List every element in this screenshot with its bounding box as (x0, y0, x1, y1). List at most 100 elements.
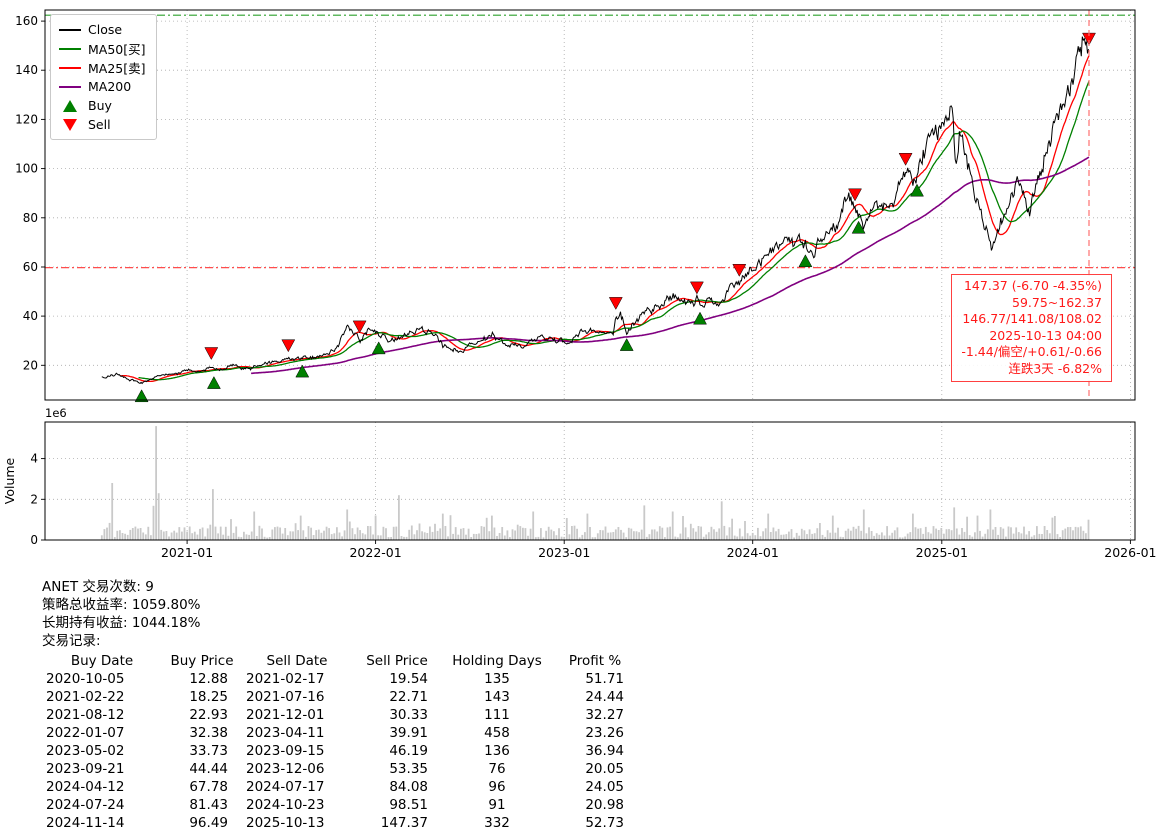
sell-triangle-icon (352, 320, 367, 334)
trade-cell: 2024-10-23 (246, 797, 325, 813)
svg-text:2025-01: 2025-01 (916, 545, 968, 560)
line-swatch-icon (59, 66, 81, 69)
svg-text:60: 60 (23, 260, 38, 274)
trade-cell: 33.73 (189, 743, 228, 759)
trade-cell: 2024-04-12 (46, 779, 125, 795)
annotation-line: 147.37 (-6.70 -4.35%) (963, 278, 1102, 293)
trade-row: 2024-04-12 67.78 2024-07-17 84.08 96 24.05 (42, 778, 638, 796)
line-swatch-icon (59, 28, 81, 31)
trade-row: 2021-08-12 22.93 2021-12-01 30.33 111 32.27 (42, 706, 638, 724)
trade-cell: 39.91 (389, 725, 428, 741)
sell-markers (204, 32, 1096, 361)
trade-cell: 135 (484, 671, 510, 687)
svg-text:2024-01: 2024-01 (727, 545, 779, 560)
column-header: Profit % (568, 653, 622, 669)
trade-cell: 458 (484, 725, 510, 741)
trade-cell: 2021-07-16 (246, 689, 325, 705)
trade-row: 2024-07-24 81.43 2024-10-23 98.51 91 20.98 (42, 796, 638, 814)
legend-item-close: Close (59, 20, 146, 39)
svg-text:80: 80 (23, 211, 38, 225)
trade-cell: 44.44 (189, 761, 228, 777)
trade-cell: 53.35 (389, 761, 428, 777)
trade-row: 2024-11-14 96.49 2025-10-13 147.37 332 52.73 (42, 814, 638, 832)
volume-y-axis: 0 2 4 (30, 452, 45, 547)
trade-cell: 52.73 (585, 815, 624, 831)
column-header: Buy Price (170, 653, 234, 669)
legend-label: MA200 (88, 79, 132, 94)
legend-item-buy: Buy (59, 96, 146, 115)
trade-cell: 30.33 (389, 707, 428, 723)
trade-cell: 18.25 (189, 689, 228, 705)
trade-row: 2020-10-05 12.88 2021-02-17 19.54 135 51.71 (42, 670, 638, 688)
buy-markers (134, 183, 924, 403)
trade-row: 2021-02-22 18.25 2021-07-16 22.71 143 24.44 (42, 688, 638, 706)
sell-triangle-icon (898, 153, 913, 166)
svg-text:100: 100 (15, 162, 38, 176)
trade-cell: 2024-07-17 (246, 779, 325, 795)
trade-cell: 2020-10-05 (46, 671, 125, 687)
annotation-line: -1.44/偏空/+0.61/-0.66 (961, 344, 1102, 359)
trade-cell: 332 (484, 815, 510, 831)
buy-triangle-icon (134, 389, 149, 403)
close-line (101, 36, 1089, 385)
volume-scale-label: 1e6 (45, 406, 67, 420)
legend-label: Sell (88, 117, 111, 132)
trade-cell: 2021-08-12 (46, 707, 125, 723)
trade-cell: 36.94 (585, 743, 624, 759)
summary-block: ANET 交易次数: 9 策略总收益率: 1059.80% 长期持有收益: 10… (42, 578, 638, 832)
trade-row: 2023-09-21 44.44 2023-12-06 53.35 76 20.05 (42, 760, 638, 778)
line-swatch-icon (59, 85, 81, 88)
trade-cell: 2023-05-02 (46, 743, 125, 759)
trade-cell: 19.54 (389, 671, 428, 687)
svg-text:160: 160 (15, 14, 38, 28)
volume-bars (100, 426, 1090, 540)
trade-cell: 2025-10-13 (246, 815, 325, 831)
sell-triangle-icon (608, 297, 623, 310)
strategy-return-line: 策略总收益率: 1059.80% (42, 597, 201, 613)
buy-triangle-icon (63, 99, 77, 112)
buy-triangle-icon (910, 183, 924, 197)
trade-cell: 46.19 (389, 743, 428, 759)
trade-count-line: ANET 交易次数: 9 (42, 579, 154, 595)
trade-cell: 96 (488, 779, 506, 795)
trade-cell: 24.05 (585, 779, 624, 795)
trade-cell: 2021-02-22 (46, 689, 125, 705)
annotation-line: 146.77/141.08/108.02 (962, 311, 1102, 326)
trade-cell: 24.44 (585, 689, 624, 705)
buy-triangle-icon (619, 338, 634, 351)
trade-cell: 12.88 (189, 671, 228, 687)
annotation-line: 59.75~162.37 (1012, 294, 1102, 310)
trade-cell: 2021-12-01 (246, 707, 325, 723)
svg-text:0: 0 (30, 533, 38, 547)
trade-cell: 20.05 (585, 761, 624, 777)
svg-text:2022-01: 2022-01 (349, 545, 401, 560)
trade-cell: 2023-09-15 (246, 743, 325, 759)
sell-triangle-icon (848, 188, 862, 202)
buy-triangle-icon (295, 364, 310, 378)
trade-cell: 32.27 (585, 707, 624, 723)
trade-cell: 98.51 (389, 797, 428, 813)
svg-text:40: 40 (23, 309, 38, 323)
buy-triangle-icon (206, 376, 221, 389)
column-header: Sell Price (366, 653, 428, 669)
legend-label: MA25[卖] (88, 61, 146, 76)
price-plot-spine (44, 9, 1136, 401)
annotation-line: 2025-10-13 04:00 (989, 327, 1102, 343)
annotation-line: 连跌3天 -6.82% (1008, 360, 1102, 376)
trade-cell: 76 (488, 761, 506, 777)
legend-item-ma50: MA50[买] (59, 39, 146, 58)
svg-text:4: 4 (30, 452, 38, 466)
trade-cell: 2023-12-06 (246, 761, 325, 777)
svg-text:120: 120 (15, 112, 38, 126)
trade-cell: 67.78 (189, 779, 228, 795)
legend-label: Close (88, 22, 123, 37)
buy-triangle-icon (693, 311, 707, 325)
legend-item-ma200: MA200 (59, 77, 146, 96)
trade-table-header-row: Buy Date Buy Price Sell Date Sell Price Hold… (42, 652, 638, 670)
svg-text:20: 20 (23, 358, 38, 372)
records-label: 交易记录: (42, 633, 101, 649)
svg-text:2023-01: 2023-01 (538, 545, 590, 560)
trade-cell: 91 (488, 797, 506, 813)
